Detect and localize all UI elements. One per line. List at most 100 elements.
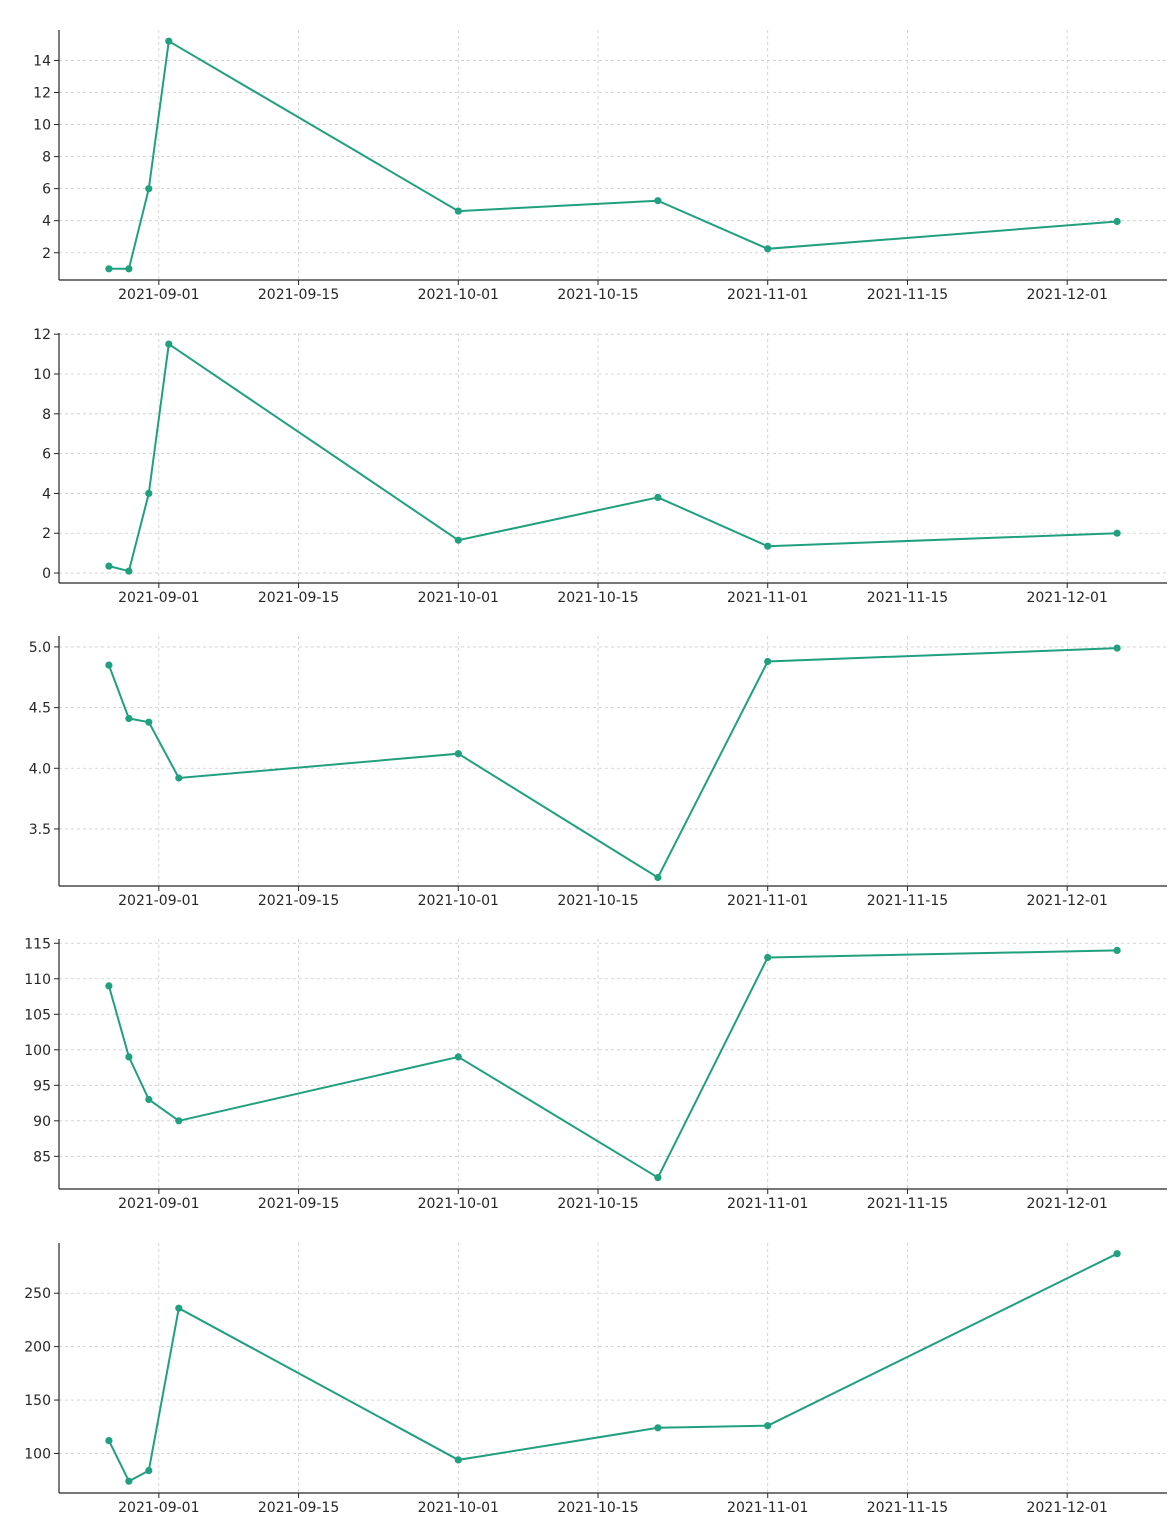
x-tick-label: 2021-11-15 bbox=[867, 590, 948, 606]
chart-panel-4: 2021-09-01 2021-09-15 2021-10-01 2021-10-15… bbox=[24, 936, 1167, 1212]
x-tick-label: 2021-11-01 bbox=[727, 287, 808, 303]
data-point bbox=[105, 982, 113, 990]
data-point bbox=[454, 1456, 462, 1464]
y-tick-label: 110 bbox=[24, 972, 51, 988]
x-tick-label: 2021-10-15 bbox=[557, 893, 638, 909]
y-tick-label: 6 bbox=[42, 182, 51, 198]
y-tick-label: 100 bbox=[24, 1446, 51, 1462]
data-point bbox=[454, 750, 462, 758]
x-tick-label: 2021-09-01 bbox=[118, 590, 199, 606]
y-tick-label: 12 bbox=[33, 327, 51, 343]
y-tick-label: 8 bbox=[42, 407, 51, 423]
data-point bbox=[764, 657, 772, 666]
x-tick-label: 2021-10-15 bbox=[557, 1500, 638, 1516]
data-point bbox=[1113, 217, 1121, 226]
y-tick-label: 115 bbox=[24, 936, 51, 952]
x-tick-label: 2021-12-01 bbox=[1026, 1196, 1107, 1212]
x-tick-label: 2021-10-15 bbox=[557, 1196, 638, 1212]
y-tick-label: 10 bbox=[33, 367, 51, 383]
x-tick-label: 2021-12-01 bbox=[1026, 1500, 1107, 1516]
x-tick-label: 2021-09-01 bbox=[118, 1500, 199, 1516]
x-tick-label: 2021-12-01 bbox=[1026, 287, 1107, 303]
y-tick-label: 4.5 bbox=[29, 701, 51, 717]
x-tick-label: 2021-09-15 bbox=[258, 893, 339, 909]
x-tick-label: 2021-10-01 bbox=[418, 1500, 499, 1516]
y-tick-label: 3.5 bbox=[29, 822, 51, 838]
y-tick-label: 6 bbox=[42, 447, 51, 463]
chart-panel-2: 2021-09-01 2021-09-15 2021-10-01 2021-10-15… bbox=[33, 327, 1167, 606]
y-tick-label: 2 bbox=[42, 526, 51, 542]
data-point bbox=[1113, 644, 1121, 652]
data-point bbox=[125, 1053, 133, 1061]
y-tick-label: 10 bbox=[33, 118, 51, 134]
series-line bbox=[107, 949, 1118, 1180]
data-point bbox=[654, 1424, 662, 1432]
data-point bbox=[654, 197, 662, 205]
x-tick-label: 2021-11-15 bbox=[867, 287, 948, 303]
data-point bbox=[145, 1467, 153, 1475]
data-point bbox=[1113, 1250, 1121, 1258]
data-point bbox=[175, 774, 183, 782]
data-point bbox=[125, 567, 133, 575]
data-point bbox=[125, 714, 133, 723]
data-point bbox=[165, 37, 173, 45]
data-point bbox=[145, 718, 153, 726]
data-point bbox=[764, 245, 772, 253]
x-tick-label: 2021-11-15 bbox=[867, 1196, 948, 1212]
x-tick-label: 2021-09-15 bbox=[258, 1500, 339, 1516]
data-point bbox=[145, 1095, 153, 1104]
data-point bbox=[454, 536, 462, 544]
chart-panel-3: 2021-09-01 2021-09-15 2021-10-01 2021-10-15… bbox=[29, 636, 1167, 909]
data-point bbox=[175, 1117, 183, 1125]
y-tick-label: 90 bbox=[33, 1114, 51, 1130]
y-tick-label: 0 bbox=[42, 566, 51, 582]
data-point bbox=[454, 207, 462, 215]
y-tick-label: 4 bbox=[42, 214, 51, 230]
y-tick-label: 100 bbox=[24, 1043, 51, 1059]
y-tick-label: 12 bbox=[33, 86, 51, 102]
series-line bbox=[108, 1252, 1118, 1483]
data-point bbox=[654, 873, 662, 882]
x-tick-label: 2021-11-01 bbox=[727, 590, 808, 606]
x-tick-label: 2021-12-01 bbox=[1026, 893, 1107, 909]
x-tick-label: 2021-09-01 bbox=[118, 893, 199, 909]
data-point bbox=[654, 493, 662, 501]
y-tick-label: 4 bbox=[42, 486, 51, 502]
y-tick-label: 95 bbox=[33, 1078, 51, 1094]
x-tick-label: 2021-10-01 bbox=[418, 893, 499, 909]
data-point bbox=[764, 542, 772, 550]
x-tick-label: 2021-11-15 bbox=[867, 893, 948, 909]
series-line bbox=[107, 647, 1118, 879]
y-tick-label: 200 bbox=[24, 1340, 51, 1356]
data-point bbox=[105, 1437, 113, 1445]
x-tick-label: 2021-10-01 bbox=[418, 590, 499, 606]
y-tick-label: 105 bbox=[24, 1007, 51, 1023]
x-tick-label: 2021-10-01 bbox=[418, 287, 499, 303]
x-tick-label: 2021-12-01 bbox=[1026, 590, 1107, 606]
data-point bbox=[764, 953, 772, 962]
x-tick-label: 2021-10-15 bbox=[557, 590, 638, 606]
data-point bbox=[175, 1304, 183, 1312]
x-tick-label: 2021-11-01 bbox=[727, 1500, 808, 1516]
data-point bbox=[145, 489, 153, 497]
data-point bbox=[654, 1174, 662, 1182]
x-tick-label: 2021-09-15 bbox=[258, 1196, 339, 1212]
data-point bbox=[145, 185, 153, 193]
chart-panel-5: 2021-09-01 2021-09-15 2021-10-01 2021-10-15… bbox=[24, 1243, 1167, 1516]
data-point bbox=[105, 661, 113, 669]
y-tick-label: 85 bbox=[33, 1149, 51, 1165]
data-point bbox=[125, 265, 133, 273]
series-line bbox=[108, 342, 1118, 573]
y-tick-label: 150 bbox=[24, 1393, 51, 1409]
data-point bbox=[1113, 946, 1121, 955]
data-point bbox=[165, 340, 173, 348]
data-point bbox=[764, 1422, 772, 1430]
data-point bbox=[105, 265, 113, 273]
y-tick-label: 250 bbox=[24, 1286, 51, 1302]
data-point bbox=[125, 1477, 133, 1485]
y-tick-label: 4.0 bbox=[29, 761, 51, 777]
data-point bbox=[1113, 529, 1121, 537]
x-tick-label: 2021-09-15 bbox=[258, 287, 339, 303]
y-tick-label: 2 bbox=[42, 246, 51, 262]
